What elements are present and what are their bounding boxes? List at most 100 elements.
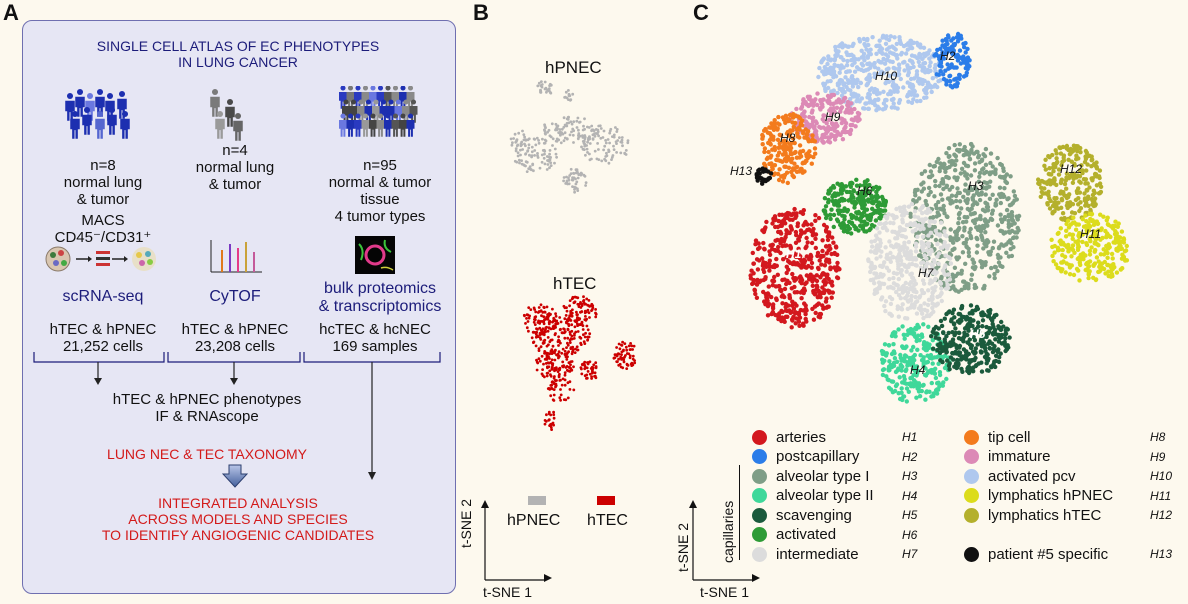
cluster-h3-point — [938, 276, 944, 281]
cluster-h4-point — [923, 373, 929, 378]
cluster-h3-point — [998, 217, 1004, 222]
cluster-h7-point — [894, 289, 899, 295]
cluster-h8-point — [805, 136, 811, 142]
legend-label-h4: alveolar type II — [776, 487, 874, 504]
cluster-h5-point — [961, 347, 967, 352]
cluster-h10-point — [896, 68, 901, 73]
cluster-h6-point — [877, 215, 882, 221]
cluster-h10-point — [888, 34, 893, 39]
cluster-h1-point — [835, 252, 840, 257]
cluster-h5-point — [1001, 341, 1006, 346]
cluster-h9-point — [820, 117, 825, 122]
cluster-h6-point — [850, 192, 855, 198]
cluster-h7-point — [938, 220, 944, 225]
cluster-h4-point — [902, 377, 907, 382]
cluster-h1-point — [766, 284, 771, 289]
cluster-h11-point — [1071, 272, 1077, 278]
cluster-h3-point — [958, 171, 963, 176]
cluster-h11-point — [1097, 263, 1103, 268]
cluster-h8-point — [797, 155, 802, 160]
cluster-h5-point — [996, 324, 1001, 329]
cluster-h8-point — [789, 159, 794, 165]
cluster-h5-point — [992, 329, 997, 334]
cluster-h3-point — [956, 227, 961, 232]
cluster-h2-point — [947, 73, 953, 78]
cluster-h8-point — [804, 131, 810, 136]
cluster-h6-point — [866, 190, 871, 196]
cluster-h1-point — [798, 210, 803, 215]
cluster-h5-point — [972, 338, 978, 343]
cluster-h5-point — [942, 339, 948, 345]
cluster-h1-point — [766, 292, 771, 297]
cluster-h7-point — [877, 221, 882, 226]
legend-item-h6: activated — [752, 525, 836, 545]
cluster-h7-point — [943, 263, 948, 268]
cluster-h3-point — [973, 264, 978, 270]
cluster-h7-point — [896, 266, 901, 271]
cluster-h3-point — [983, 146, 989, 152]
cluster-h10-point — [851, 41, 856, 46]
cluster-h6-point — [832, 200, 837, 206]
cluster-h1-point — [756, 241, 761, 246]
cluster-h10-point — [872, 65, 878, 70]
cluster-h3-point — [987, 184, 992, 189]
cluster-h8-point — [810, 133, 815, 138]
cluster-h5-point — [1002, 332, 1008, 337]
cluster-h3-point — [988, 160, 993, 166]
cluster-h10-point — [904, 42, 909, 48]
cluster-h10-point — [920, 56, 925, 61]
cluster-h5-point — [989, 341, 995, 346]
cluster-h12-point — [1064, 143, 1070, 149]
cluster-h10-point — [833, 53, 838, 58]
cluster-h8-point — [791, 174, 797, 180]
cluster-h9-point — [848, 131, 853, 137]
cluster-h11-point — [1088, 224, 1093, 229]
cluster-h8-point — [776, 114, 781, 120]
cluster-h7-point — [943, 253, 948, 258]
cluster-h1-point — [753, 238, 759, 243]
cluster-label-h6: H6 — [857, 184, 873, 198]
cluster-h4-point — [914, 373, 919, 378]
cluster-label-h13: H13 — [730, 164, 752, 178]
cluster-h3-point — [965, 198, 970, 203]
cluster-h1-point — [802, 264, 808, 270]
cluster-h3-point — [1003, 179, 1008, 184]
cluster-h4-point — [938, 382, 943, 387]
cluster-h6-point — [875, 204, 881, 209]
taxonomy-text: LUNG NEC & TEC TAXONOMY — [107, 446, 307, 462]
cluster-h1-point — [824, 229, 829, 234]
cluster-h7-point — [913, 294, 918, 300]
cluster-h5-point — [956, 362, 961, 367]
cluster-h3-point — [949, 162, 955, 167]
cluster-h10-point — [891, 101, 896, 106]
cluster-h5-point — [959, 303, 965, 309]
cluster-h1-point — [757, 245, 762, 250]
cluster-h7-point — [925, 302, 931, 308]
cluster-h4-point — [902, 336, 907, 341]
cluster-h12-point — [1083, 148, 1089, 154]
cluster-h4-point — [906, 381, 911, 387]
cluster-h3-point — [991, 239, 997, 244]
cluster-h10-point — [909, 53, 915, 58]
cluster-h6-point — [844, 189, 850, 195]
cluster-h10-point — [881, 89, 886, 95]
cluster-h3-point — [962, 144, 967, 150]
cluster-h8-point — [787, 112, 793, 118]
cluster-h1-point — [789, 286, 794, 291]
cluster-h3-point — [995, 223, 1001, 228]
cluster-h10-point — [886, 66, 891, 71]
cluster-h5-point — [956, 330, 961, 335]
cluster-h5-point — [1007, 335, 1012, 340]
cluster-h10-point — [907, 43, 912, 48]
cluster-h3-point — [917, 196, 922, 201]
cluster-h1-point — [820, 238, 825, 243]
cluster-h8-point — [788, 145, 794, 151]
cluster-h10-point — [892, 35, 897, 40]
cluster-h10-point — [831, 65, 836, 71]
cluster-h3-point — [993, 201, 998, 206]
cluster-h10-point — [911, 40, 916, 45]
cluster-h10-point — [891, 83, 897, 88]
legend-swatch-hpnec — [528, 496, 546, 505]
cluster-h1-point — [765, 313, 771, 318]
cluster-h10-point — [884, 78, 889, 84]
